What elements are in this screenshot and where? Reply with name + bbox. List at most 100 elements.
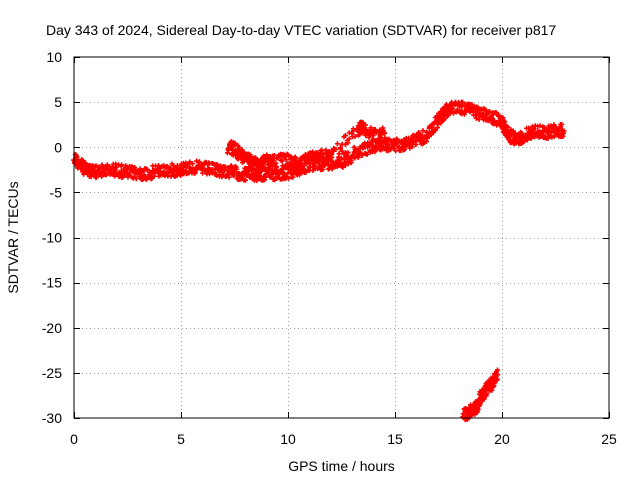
data-point <box>490 378 496 384</box>
data-point <box>457 107 463 113</box>
x-axis-label: GPS time / hours <box>288 458 395 474</box>
data-point <box>503 124 509 130</box>
data-point <box>333 146 339 152</box>
y-tick-label: 10 <box>46 49 62 65</box>
data-point <box>286 175 292 181</box>
data-point <box>329 152 335 158</box>
y-tick-label: -20 <box>42 320 62 336</box>
data-point <box>189 161 195 167</box>
data-point <box>132 164 138 170</box>
data-point <box>327 156 333 162</box>
data-point <box>441 116 447 122</box>
data-point <box>263 174 269 180</box>
data-point <box>357 149 363 155</box>
y-tick-label: 5 <box>54 94 62 110</box>
data-point <box>380 125 386 131</box>
data-point <box>346 130 352 136</box>
data-point <box>273 164 279 170</box>
y-tick-label: -15 <box>42 275 62 291</box>
data-point <box>301 155 307 161</box>
data-point <box>459 103 465 109</box>
data-point <box>200 170 206 176</box>
data-point <box>187 159 193 165</box>
data-point <box>118 163 124 169</box>
data-point <box>144 167 150 173</box>
data-point <box>560 134 566 140</box>
data-point <box>226 174 232 180</box>
data-point <box>551 122 557 128</box>
data-point <box>364 151 370 157</box>
data-point <box>355 155 361 161</box>
data-point <box>372 127 378 133</box>
data-point <box>373 130 379 136</box>
data-point <box>362 122 368 128</box>
data-point <box>537 123 543 129</box>
data-point <box>477 395 483 401</box>
data-point <box>488 381 494 387</box>
data-point <box>336 151 342 157</box>
data-point <box>486 109 492 115</box>
data-point <box>389 140 395 146</box>
data-point <box>372 149 378 155</box>
data-point <box>334 141 340 147</box>
data-point <box>342 163 348 169</box>
data-point <box>103 171 109 177</box>
data-point <box>113 165 119 171</box>
chart-title: Day 343 of 2024, Sidereal Day-to-day VTE… <box>46 22 556 38</box>
data-point <box>382 135 388 141</box>
data-point <box>351 154 357 160</box>
data-point <box>381 130 387 136</box>
data-point <box>342 156 348 162</box>
data-point <box>494 367 500 373</box>
data-point <box>477 402 483 408</box>
data-point <box>491 382 497 388</box>
x-tick-labels: 0 5 10 15 20 25 <box>70 431 617 447</box>
data-point <box>531 126 537 132</box>
data-point <box>551 134 557 140</box>
data-point <box>475 406 481 412</box>
data-point <box>156 168 162 174</box>
data-point <box>232 141 238 147</box>
data-point <box>139 176 145 182</box>
data-point <box>495 372 501 378</box>
data-points <box>71 99 567 423</box>
data-point <box>380 144 386 150</box>
y-tick-label: 0 <box>54 139 62 155</box>
data-point <box>370 133 376 139</box>
axis-ticks <box>74 57 610 419</box>
data-point <box>351 128 357 134</box>
data-point <box>196 159 202 165</box>
data-point <box>494 376 500 382</box>
data-point <box>322 159 328 165</box>
data-point <box>212 169 218 175</box>
data-point <box>561 128 567 134</box>
series-points <box>224 119 388 173</box>
data-point <box>484 391 490 397</box>
data-point <box>144 176 150 182</box>
data-point <box>300 163 306 169</box>
data-point <box>352 133 358 139</box>
data-point <box>174 163 180 169</box>
data-point <box>337 146 343 152</box>
data-point <box>214 162 220 168</box>
data-point <box>559 121 565 127</box>
data-point <box>342 132 348 138</box>
data-point <box>233 169 239 175</box>
y-tick-label: -5 <box>50 184 63 200</box>
data-point <box>239 147 245 153</box>
data-point <box>292 154 298 160</box>
data-point <box>81 171 87 177</box>
data-point <box>345 140 351 146</box>
x-tick-label: 20 <box>494 431 510 447</box>
data-point <box>231 172 237 178</box>
data-point <box>424 138 430 144</box>
y-tick-label: -30 <box>42 410 62 426</box>
plot-frame <box>73 56 610 419</box>
data-point <box>473 115 479 121</box>
data-point <box>217 167 223 173</box>
data-point <box>402 147 408 153</box>
data-point <box>420 128 426 134</box>
data-point <box>93 175 99 181</box>
